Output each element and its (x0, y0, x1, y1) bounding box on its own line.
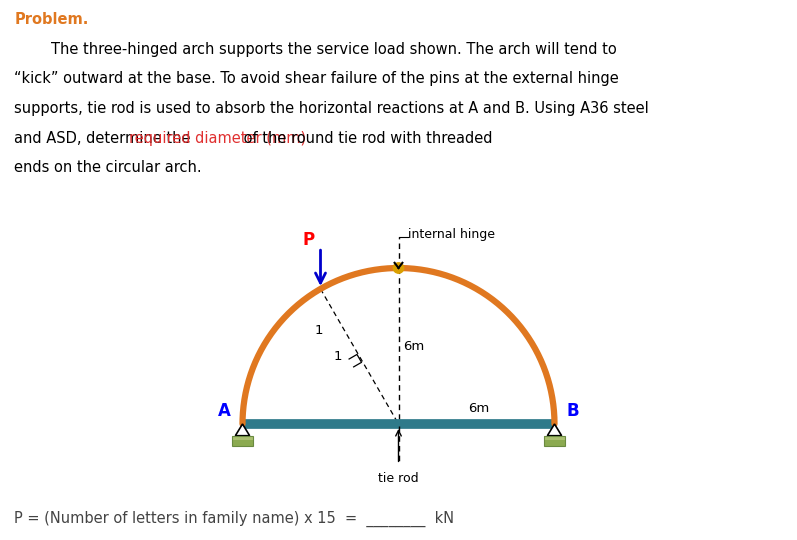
Text: 1: 1 (315, 324, 323, 337)
FancyBboxPatch shape (232, 436, 253, 446)
Text: “kick” outward at the base. To avoid shear failure of the pins at the external h: “kick” outward at the base. To avoid she… (14, 71, 619, 86)
Polygon shape (548, 424, 562, 436)
Text: 1: 1 (333, 350, 342, 363)
Text: P = (Number of letters in family name) x 15  =  ________  kN: P = (Number of letters in family name) x… (14, 510, 454, 526)
Text: Problem.: Problem. (14, 12, 88, 27)
Text: The three-hinged arch supports the service load shown. The arch will tend to: The three-hinged arch supports the servi… (14, 42, 617, 57)
Text: required diameter (mm): required diameter (mm) (129, 131, 306, 146)
Circle shape (393, 263, 404, 273)
Text: A: A (218, 402, 231, 420)
Text: supports, tie rod is used to absorb the horizontal reactions at A and B. Using A: supports, tie rod is used to absorb the … (14, 101, 649, 116)
FancyBboxPatch shape (544, 436, 565, 440)
Text: 6m: 6m (403, 340, 425, 353)
Text: ends on the circular arch.: ends on the circular arch. (14, 160, 202, 176)
Text: 6m: 6m (469, 402, 489, 415)
Text: of the round tie rod with threaded: of the round tie rod with threaded (239, 131, 493, 146)
FancyBboxPatch shape (544, 436, 565, 446)
Text: B: B (567, 402, 579, 420)
Text: internal hinge: internal hinge (407, 228, 495, 241)
Text: tie rod: tie rod (379, 472, 418, 485)
FancyBboxPatch shape (232, 436, 253, 440)
Text: P: P (303, 231, 315, 248)
Polygon shape (235, 424, 249, 436)
Text: and ASD, determine the: and ASD, determine the (14, 131, 195, 146)
